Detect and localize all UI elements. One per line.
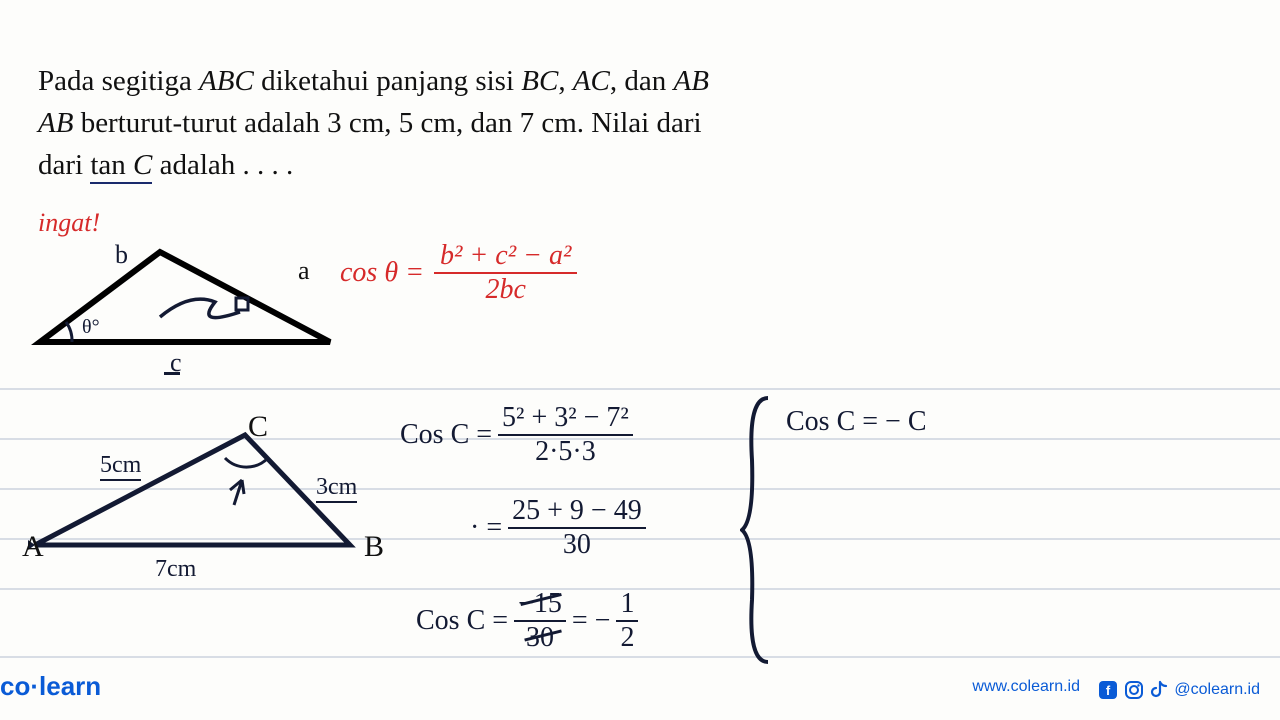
formula-lhs: cos θ = [340,257,424,289]
brand-logo: co·learn [0,671,101,702]
calc-line-2: · = 25 + 9 − 49 30 [470,495,646,561]
l1-frac: 5² + 3² − 7² 2·5·3 [498,402,633,468]
l1-lhs: Cos C = [400,419,492,451]
tri1-side-a: a [298,256,310,286]
vertex-c: C [248,410,268,444]
l2-frac: 25 + 9 − 49 30 [508,495,646,561]
t2b: berturut-turut adalah 3 cm, 5 cm, dan 7 … [73,107,701,139]
vertex-a: A [22,530,44,564]
cosine-rule-formula: cos θ = b² + c² − a² 2bc [340,240,577,306]
vertex-b: B [364,530,384,564]
l3-rden: 2 [616,622,638,654]
t1d: BC [521,65,558,97]
l3-frac-right: 1 2 [616,588,638,654]
t1a: Pada segitiga [38,65,199,97]
tri1-theta: θ° [82,316,100,339]
triangle-generic [30,232,350,382]
l2-lhs: · = [470,512,502,544]
l2-den: 30 [559,529,595,561]
social-handle: @colearn.id [1174,681,1260,699]
side-ac: 5cm [100,452,141,481]
brand-co: co [0,671,30,701]
l2-num: 25 + 9 − 49 [508,495,646,529]
formula-den: 2bc [479,274,531,306]
t3b: tan [90,149,133,181]
t1f: AC [573,65,610,97]
rule-line [0,656,1280,658]
t1g: , dan [610,65,674,97]
l3-eq: = − [572,605,611,637]
rule-line [0,388,1280,390]
l3-den: 30 [522,622,558,654]
problem-text: Pada segitiga ABC diketahui panjang sisi… [38,60,938,186]
l3-num: −15 [514,588,566,622]
rule-line [0,588,1280,590]
t1h: AB [674,65,709,97]
formula-frac: b² + c² − a² 2bc [434,240,577,306]
formula-num: b² + c² − a² [434,240,577,274]
brace-icon [740,390,780,670]
tri1-side-b: b [115,240,128,270]
l1-num: 5² + 3² − 7² [498,402,633,436]
right-note: Cos C = − C [786,406,927,438]
t1e: , [558,65,573,97]
t2a: AB [38,107,73,139]
l3-lhs: Cos C = [416,605,508,637]
footer-socials: f @colearn.id [1098,680,1260,700]
underline-c-icon [164,372,180,375]
instagram-icon [1124,680,1144,700]
t3a: dari [38,149,90,181]
calc-line-1: Cos C = 5² + 3² − 7² 2·5·3 [400,402,633,468]
l3-rnum: 1 [616,588,638,622]
t3d: adalah . . . . [152,149,293,181]
l3-frac-left: −15 30 [514,588,566,654]
footer-url: www.colearn.id [972,678,1080,696]
t3c: C [133,149,152,181]
brand-learn: learn [39,671,101,701]
brand-dot: · [30,671,39,701]
facebook-icon: f [1098,680,1118,700]
calc-line-3: Cos C = −15 30 = − 1 2 [416,588,638,654]
svg-text:f: f [1106,683,1111,698]
tiktok-icon [1150,680,1168,700]
footer: co·learn www.colearn.id f @colearn.id [0,666,1280,702]
side-ab: 7cm [155,556,196,583]
t1b: ABC [199,65,254,97]
side-bc: 3cm [316,474,357,503]
l1-den: 2·5·3 [531,436,600,468]
t1c: diketahui panjang sisi [254,65,521,97]
